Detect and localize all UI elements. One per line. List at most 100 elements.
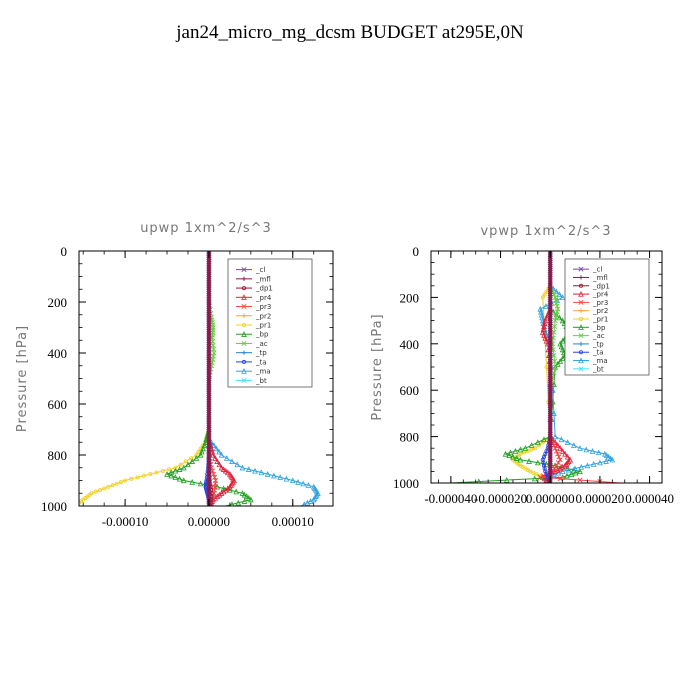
- data-point: [245, 494, 252, 501]
- data-point: [522, 445, 529, 451]
- data-point: [543, 303, 549, 309]
- legend-label: _pr4: [255, 294, 272, 302]
- data-point: [589, 448, 596, 454]
- y-tick-label: 1000: [393, 476, 419, 491]
- legend-marker: [241, 304, 247, 310]
- data-point: [542, 334, 549, 341]
- data-point: [118, 480, 123, 485]
- data-point: [554, 361, 561, 367]
- data-point: [597, 459, 603, 466]
- data-point: [135, 475, 140, 480]
- data-point: [196, 449, 201, 454]
- data-point: [185, 461, 191, 468]
- data-point: [550, 308, 557, 315]
- legend-label: _tp: [592, 340, 604, 348]
- data-point: [243, 493, 250, 500]
- data-point: [566, 466, 572, 473]
- data-point: [258, 469, 265, 476]
- y-tick-label: 600: [48, 397, 68, 412]
- data-point: [570, 442, 577, 448]
- data-point: [168, 469, 175, 476]
- data-point: [522, 450, 527, 455]
- data-point: [555, 460, 561, 466]
- data-point: [517, 446, 524, 453]
- data-point: [542, 292, 547, 297]
- data-point: [552, 358, 558, 364]
- x-tick-label: -0.000040: [424, 491, 477, 506]
- data-point: [551, 291, 557, 298]
- data-point: [584, 462, 591, 469]
- data-point: [554, 442, 561, 448]
- data-point: [577, 445, 583, 451]
- data-point: [559, 294, 566, 300]
- data-point: [212, 474, 218, 480]
- series-group: [75, 251, 321, 506]
- x-tick-label: 0.00000: [188, 514, 230, 529]
- x-tick-label: -0.00010: [102, 514, 149, 529]
- data-point: [534, 439, 541, 445]
- data-point: [510, 453, 516, 460]
- data-point: [193, 455, 200, 461]
- data-point: [239, 464, 246, 471]
- data-point: [198, 448, 205, 455]
- data-point: [172, 474, 179, 480]
- data-point: [557, 476, 563, 482]
- data-point: [558, 436, 565, 443]
- data-point: [512, 448, 519, 454]
- legend-label: _dp1: [255, 285, 273, 293]
- legend-label: _pr3: [255, 303, 271, 311]
- data-point: [557, 445, 564, 451]
- y-tick-label: 400: [48, 346, 68, 361]
- data-point: [559, 346, 566, 353]
- data-point: [557, 340, 564, 347]
- data-point: [559, 355, 566, 361]
- legend-label: _ta: [592, 349, 604, 357]
- legend-label: _dp1: [592, 282, 610, 290]
- data-point: [277, 474, 284, 480]
- data-point: [551, 410, 557, 416]
- data-point: [234, 461, 241, 468]
- data-point: [102, 486, 107, 491]
- data-point: [141, 473, 146, 478]
- y-tick-label: 1000: [41, 499, 67, 514]
- legend-marker: [241, 313, 247, 318]
- data-point: [75, 503, 78, 506]
- data-point: [164, 471, 170, 477]
- legend-marker: [578, 341, 584, 347]
- data-point: [176, 475, 183, 482]
- x-tick-label: 0.000000: [526, 491, 575, 506]
- data-point: [551, 442, 557, 448]
- data-point: [526, 458, 532, 464]
- legend-label: _ma: [255, 368, 271, 376]
- legend-box: [564, 258, 650, 376]
- data-point: [224, 469, 231, 476]
- data-point: [289, 477, 296, 484]
- legend-label: _pr1: [255, 322, 271, 330]
- data-point: [197, 451, 204, 458]
- legend-label: _pr2: [255, 312, 271, 320]
- data-point: [178, 462, 183, 467]
- data-point: [551, 471, 557, 477]
- data-point: [552, 465, 558, 472]
- data-point: [154, 470, 159, 475]
- data-point: [271, 472, 277, 479]
- data-point: [245, 466, 252, 472]
- legend-label: _ac: [592, 332, 605, 340]
- legend-label: _bp: [255, 331, 269, 339]
- legend-marker: [241, 340, 247, 346]
- data-point: [572, 465, 578, 472]
- data-point: [123, 478, 128, 483]
- data-point: [114, 481, 119, 486]
- y-tick-label: 800: [400, 430, 420, 445]
- data-point: [552, 445, 558, 451]
- y-tick-label: 800: [48, 448, 68, 463]
- legend-label: _tp: [255, 349, 267, 357]
- data-point: [564, 472, 570, 479]
- data-point: [578, 463, 585, 470]
- legend-marker: [241, 350, 247, 355]
- data-point: [564, 453, 571, 460]
- legend-label: _mfl: [255, 275, 271, 283]
- legend-marker: [579, 350, 584, 355]
- data-point: [541, 436, 547, 443]
- data-point: [552, 433, 559, 440]
